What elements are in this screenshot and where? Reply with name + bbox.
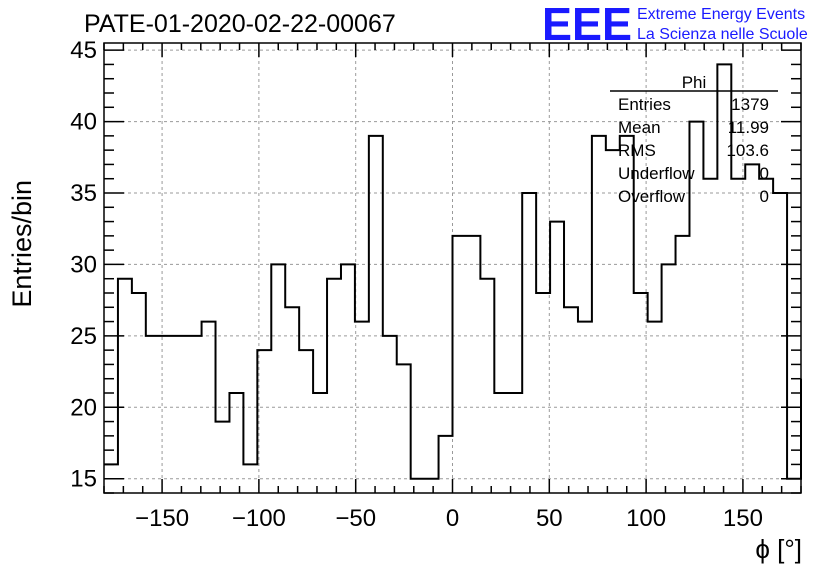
stats-row-label: Overflow <box>618 187 686 206</box>
y-tick-label: 40 <box>70 109 97 136</box>
x-axis-label: ϕ [°] <box>755 534 802 564</box>
stats-row-label: Entries <box>618 95 671 114</box>
x-tick-label: −100 <box>232 505 286 532</box>
x-tick-label: 150 <box>723 505 763 532</box>
histogram-outline <box>104 63 802 480</box>
y-tick-label: 45 <box>70 37 97 64</box>
y-tick-label: 20 <box>70 394 97 421</box>
stats-row-value: 1379 <box>731 95 769 114</box>
x-tick-label: −150 <box>135 505 189 532</box>
stats-row-label: Mean <box>618 118 661 137</box>
logo-mark: EEE <box>542 0 632 50</box>
chart-title: PATE-01-2020-02-22-00067 <box>84 10 396 38</box>
stats-row-value: 0 <box>760 164 769 183</box>
axis-ticks <box>103 43 802 494</box>
y-tick-label: 30 <box>70 251 97 278</box>
x-tick-label: 0 <box>446 505 459 532</box>
logo-line-1: Extreme Energy Events <box>637 6 805 23</box>
x-tick-label: 50 <box>536 505 563 532</box>
stats-box: Phi Entries 1379 Mean 11.99 RMS 103.6 Underflo… <box>610 73 778 206</box>
stats-row-label: RMS <box>618 141 656 160</box>
y-tick-label: 35 <box>70 180 97 207</box>
stats-row-value: 103.6 <box>726 141 769 160</box>
x-tick-label: −50 <box>335 505 376 532</box>
y-tick-label: 25 <box>70 323 97 350</box>
x-tick-label: 100 <box>626 505 666 532</box>
stats-row-label: Underflow <box>618 164 695 183</box>
x-tick-labels: −150 −100 −50 0 50 100 150 <box>135 505 763 532</box>
stats-rows: Entries 1379 Mean 11.99 RMS 103.6 Underflow 0 Ov… <box>618 95 769 206</box>
logo-line-2: La Scienza nelle Scuole <box>637 26 808 43</box>
stats-row-value: 0 <box>760 187 769 206</box>
stats-title: Phi <box>682 73 707 92</box>
eee-logo: EEE Extreme Energy Events La Scienza nel… <box>542 0 808 50</box>
y-tick-label: 15 <box>70 466 97 493</box>
y-axis-label: Entries/bin <box>7 180 37 308</box>
y-tick-labels: 15 20 25 30 35 40 45 <box>70 37 97 493</box>
stats-row-value: 11.99 <box>728 118 769 137</box>
